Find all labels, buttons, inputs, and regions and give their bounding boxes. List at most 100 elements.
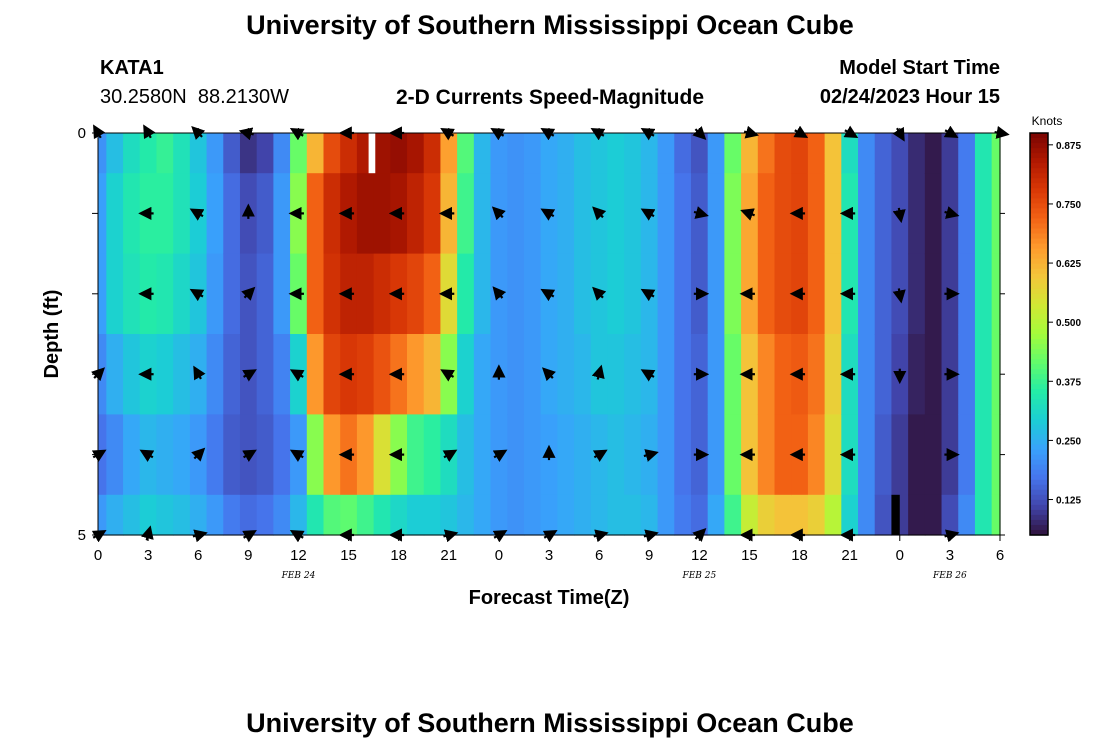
heatmap-cell [306,173,325,255]
heatmap-cell [690,494,709,536]
heatmap-cell [256,253,274,335]
heatmap-cell [757,133,776,174]
heatmap-cell [390,133,408,174]
current-vector-arrow [491,206,506,221]
heatmap-cell [273,414,291,496]
colorbar-swatch [1030,168,1048,174]
heatmap-cell [373,414,391,496]
heatmap-cell [841,494,859,536]
heatmap-cell [707,494,725,536]
heatmap-cell [657,414,675,496]
heatmap-cell [290,133,308,174]
heatmap-cell [841,133,859,174]
heatmap-cell [774,414,792,496]
heatmap-cell [724,253,742,335]
colorbar-swatch [1030,459,1048,466]
heatmap-cell [874,334,893,415]
heatmap-cell [924,334,943,415]
colorbar-swatch [1030,349,1048,355]
heatmap-cell [423,334,442,415]
heatmap-cell [924,414,943,496]
heatmap-cell [239,494,258,536]
x-tick-label: 0 [896,547,904,564]
heatmap-cell [323,494,341,536]
heatmap-cell [624,133,642,174]
heatmap-cell [624,334,642,415]
footer-title: University of Southern Mississippi Ocean… [246,708,854,738]
heatmap-cell [991,414,1001,496]
heatmap-cell [473,173,492,255]
heatmap-cell [106,414,124,496]
heatmap-cell [457,253,475,335]
heatmap-cell [707,133,725,174]
heatmap-cell [958,253,976,335]
heatmap-cell [624,173,642,255]
heatmap-cell [774,334,792,415]
heatmap-cell [724,414,742,496]
x-tick-label: 0 [94,547,102,564]
heatmap-cell [807,253,826,335]
heatmap-cell [557,334,575,415]
heatmap-cell [523,173,542,255]
current-vector-arrow [242,369,257,382]
heatmap-cell [507,334,525,415]
heatmap-cell [523,334,542,415]
current-vector-arrow [740,208,755,221]
colorbar-tick-label: 0.250 [1056,436,1081,447]
x-tick-label: 6 [194,547,202,564]
x-tick-label: 12 [691,547,708,564]
colorbar-swatch [1030,409,1048,415]
heatmap-cell [356,253,375,335]
heatmap-cell [824,494,842,536]
colorbar-tick-label: 0.875 [1056,141,1081,152]
heatmap-cell [457,334,475,415]
heatmap-cell [807,334,826,415]
heatmap-cell [123,414,141,496]
heatmap-cell [908,334,926,415]
heatmap-cell [323,414,341,496]
heatmap-cell [858,414,876,496]
y-tick-label: 0 [78,125,86,142]
colorbar-swatch [1030,529,1048,536]
x-tick-label: 21 [440,547,457,564]
heatmap-cell [590,133,609,174]
colorbar-swatch [1030,283,1048,290]
heatmap-cell [407,334,425,415]
colorbar-swatch [1030,298,1048,305]
heatmap-cell [306,414,325,496]
heatmap-cell [974,494,993,536]
x-tick-label: 0 [495,547,503,564]
colorbar-swatch [1030,434,1048,441]
heatmap-cell [974,253,993,335]
heatmap-cell [724,173,742,255]
colorbar-swatch [1030,328,1048,335]
colorbar-swatch [1030,519,1048,526]
heatmap-cell [423,133,442,174]
heatmap-cell [523,133,542,174]
x-tick-label: 3 [946,547,954,564]
heatmap-cell [206,253,224,335]
heatmap-cell [774,253,792,335]
heatmap-cell [490,494,508,536]
heatmap-cell [373,173,391,255]
heatmap-cell [557,173,575,255]
heatmap-cell [507,173,525,255]
heatmap-cell [674,494,692,536]
current-vector-arrow [289,369,305,382]
heatmap-cell [674,334,692,415]
heatmap-cell [540,494,558,536]
heatmap-cell [423,414,442,496]
colorbar-swatch [1030,148,1048,154]
heatmap-cell [858,253,876,335]
heatmap-cell [323,133,341,174]
heatmap-cell [356,173,375,255]
colorbar-swatch [1030,178,1048,184]
heatmap-cell [490,133,508,174]
heatmap-cell [891,133,909,174]
heatmap-cell [206,494,224,536]
x-tick-label: 6 [595,547,603,564]
x-tick-label: 18 [791,547,808,564]
colorbar-swatch [1030,188,1048,194]
heatmap-cell [173,173,191,255]
